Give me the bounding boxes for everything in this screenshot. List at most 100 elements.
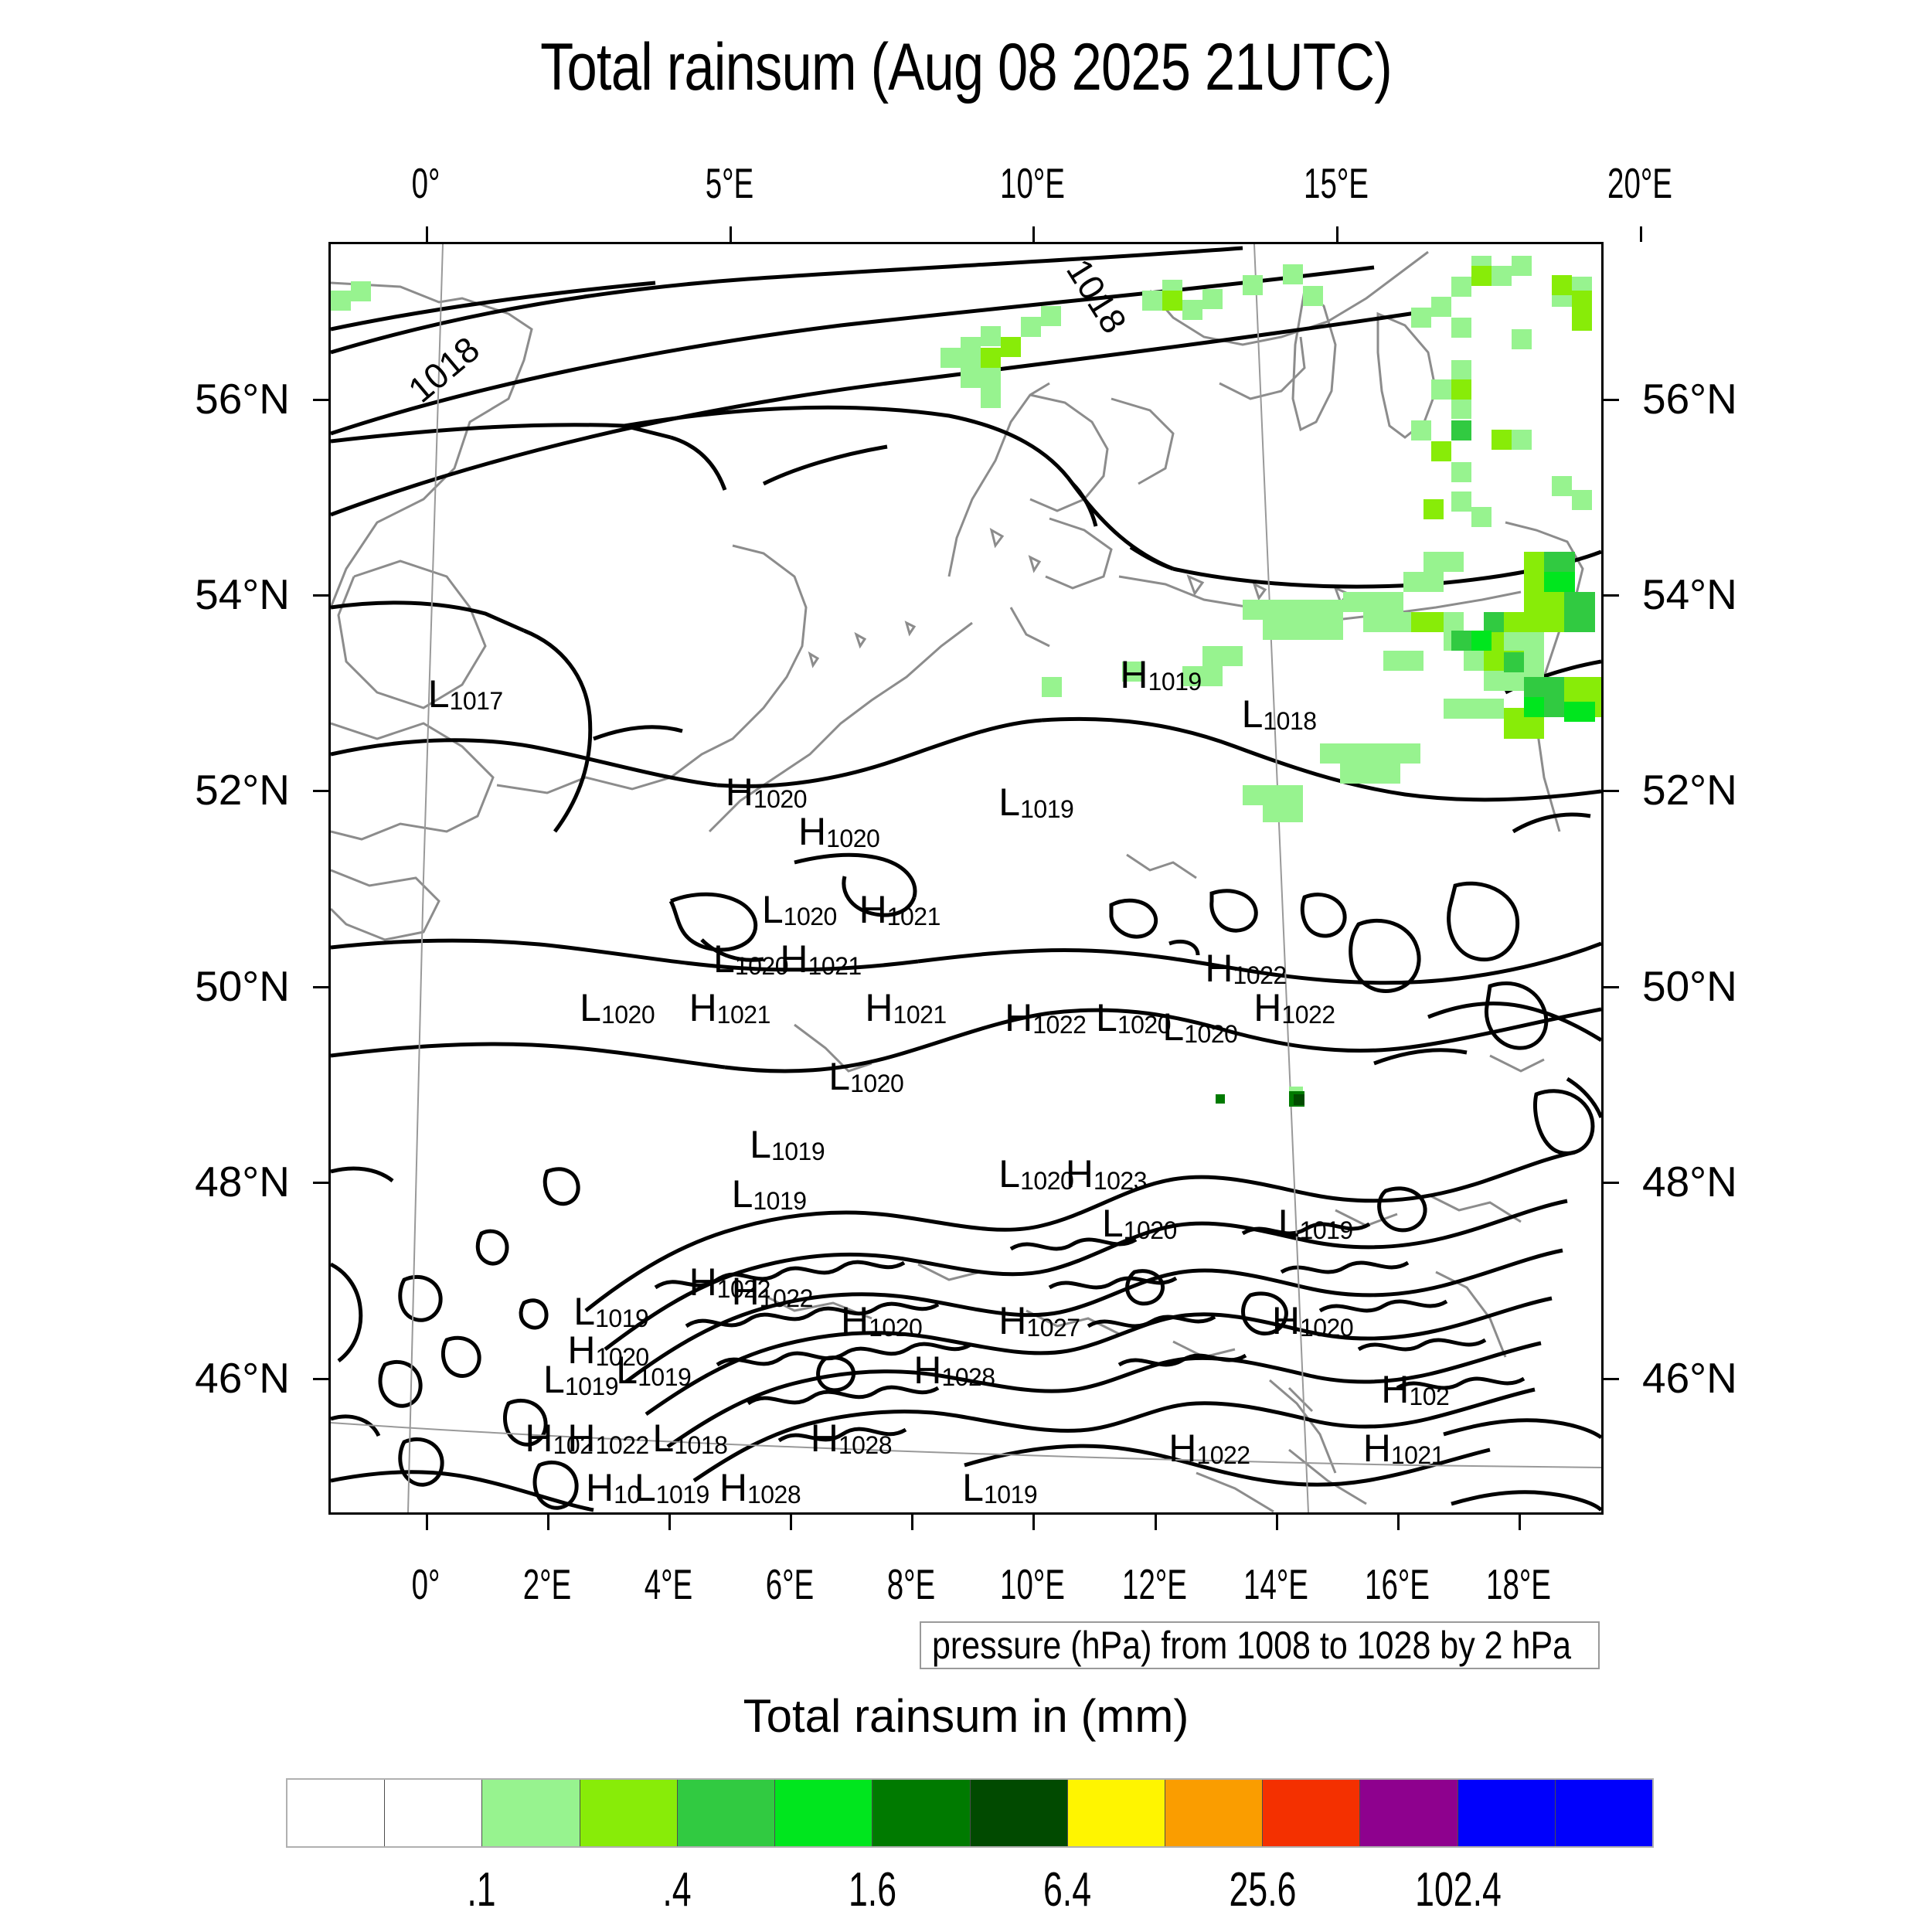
colorbar-segment[interactable] <box>1555 1780 1653 1846</box>
pressure-extremum-l: L1020 <box>1096 995 1172 1039</box>
pressure-extremum-l: L1020 <box>1162 1005 1238 1049</box>
pressure-extremum-l: L1019 <box>573 1289 649 1333</box>
colorbar-segment[interactable] <box>677 1780 776 1846</box>
pressure-extremum-h: H1027 <box>998 1299 1080 1343</box>
bottom-axis-label: 16°E <box>1364 1560 1430 1608</box>
left-tick <box>313 594 328 597</box>
colorbar-tick-label: 6.4 <box>1043 1863 1092 1917</box>
right-tick <box>1604 790 1619 793</box>
pressure-extremum-h: H1022 <box>567 1417 649 1461</box>
pressure-extremum-l: L1018 <box>1241 692 1318 736</box>
colorbar-segment[interactable] <box>775 1780 873 1846</box>
bottom-axis-label: 10°E <box>1000 1560 1066 1608</box>
top-tick <box>1032 226 1036 242</box>
pressure-extremum-h: H1020 <box>798 809 880 853</box>
pressure-extremum-h: H1020 <box>841 1299 923 1343</box>
bottom-tick <box>1519 1515 1521 1530</box>
pressure-extremum-l: L1020 <box>713 937 789 981</box>
map-plot-area[interactable]: 1018 1018 L1017 H1020 H1020 L1019 H1019 L1018… <box>328 242 1604 1515</box>
pressure-extremum-h: H1020 <box>1271 1299 1354 1343</box>
left-axis-label: 50°N <box>195 961 290 1010</box>
colorbar-tick-label: 102.4 <box>1415 1863 1502 1917</box>
pressure-extremum-h: H1021 <box>865 985 947 1029</box>
left-tick <box>313 1182 328 1185</box>
left-axis-label: 46°N <box>195 1353 290 1402</box>
colorbar-tick-label: 1.6 <box>848 1863 896 1917</box>
bottom-axis-label: 2°E <box>522 1560 572 1608</box>
pressure-extremum-h: H1019 <box>1120 653 1202 697</box>
right-axis-label: 52°N <box>1642 766 1737 815</box>
pressure-extremum-h: H10 <box>586 1465 641 1509</box>
pressure-extremum-h: H1022 <box>731 1270 814 1314</box>
pressure-extremum-h: H1022 <box>1253 985 1335 1029</box>
left-axis-label: 56°N <box>195 374 290 423</box>
graticule-layer <box>331 244 1601 1512</box>
coastlines-layer <box>331 250 1584 1512</box>
right-axis-label: 56°N <box>1642 374 1737 423</box>
right-axis-label: 54°N <box>1642 570 1737 619</box>
right-axis-label: 50°N <box>1642 961 1737 1010</box>
colorbar-segment[interactable] <box>1360 1780 1458 1846</box>
colorbar-segment[interactable] <box>287 1780 386 1846</box>
pressure-extremum-l: L1020 <box>1101 1201 1178 1245</box>
pressure-extremum-h: H1022 <box>1205 947 1287 991</box>
colorbar-wrapper[interactable] <box>286 1778 1654 1848</box>
pressure-extremum-h: H1021 <box>780 937 862 981</box>
right-tick <box>1604 594 1619 597</box>
right-tick <box>1604 398 1619 401</box>
top-axis-label: 5°E <box>705 159 753 207</box>
top-tick <box>1640 226 1643 242</box>
top-tick <box>425 226 428 242</box>
right-tick <box>1604 985 1619 988</box>
pressure-extremum-h: H102 <box>1381 1367 1450 1411</box>
colorbar-tick-label: .1 <box>467 1863 496 1917</box>
page-title: Total rainsum (Aug 08 2025 21UTC) <box>540 30 1393 104</box>
pressure-extremum-h: H1028 <box>913 1348 995 1392</box>
colorbar-tick-label: 25.6 <box>1229 1863 1297 1917</box>
right-tick <box>1604 1182 1619 1185</box>
bottom-axis-label: 4°E <box>644 1560 693 1608</box>
colorbar-segment[interactable] <box>385 1780 483 1846</box>
bottom-axis-label: 18°E <box>1486 1560 1551 1608</box>
colorbar-segment[interactable] <box>1165 1780 1264 1846</box>
pressure-extremum-l: L1019 <box>1277 1201 1354 1245</box>
left-axis-label: 54°N <box>195 570 290 619</box>
colorbar-segment[interactable] <box>1067 1780 1165 1846</box>
map-svg <box>331 244 1601 1512</box>
right-axis-label: 48°N <box>1642 1158 1737 1206</box>
colorbar-segment[interactable] <box>580 1780 678 1846</box>
pressure-extremum-l: L1020 <box>998 1152 1074 1196</box>
pressure-extremum-l: L1019 <box>634 1465 710 1509</box>
pressure-extremum-h: H1028 <box>719 1465 801 1509</box>
pressure-extremum-h: H1022 <box>689 1260 771 1304</box>
right-axis-label: 46°N <box>1642 1353 1737 1402</box>
colorbar-tick-label: .4 <box>662 1863 692 1917</box>
colorbar[interactable] <box>286 1778 1654 1848</box>
pressure-extremum-l: L1019 <box>731 1172 808 1216</box>
pressure-extremum-h: H1022 <box>1005 995 1087 1039</box>
pressure-extremum-l: L1019 <box>616 1348 692 1392</box>
bottom-tick <box>668 1515 671 1530</box>
isobar-contours-layer <box>331 246 1601 1512</box>
top-axis-label: 0° <box>411 159 440 207</box>
pressure-extremum-h: H1023 <box>1065 1152 1148 1196</box>
bottom-tick <box>911 1515 914 1530</box>
pressure-extremum-h: H102 <box>525 1417 594 1461</box>
colorbar-segment[interactable] <box>482 1780 580 1846</box>
bottom-tick <box>1396 1515 1400 1530</box>
colorbar-segment[interactable] <box>970 1780 1068 1846</box>
bottom-tick <box>425 1515 428 1530</box>
pressure-extremum-l: L1020 <box>828 1054 904 1098</box>
colorbar-segment[interactable] <box>872 1780 971 1846</box>
top-axis-label: 20°E <box>1607 159 1673 207</box>
colorbar-segment[interactable] <box>1263 1780 1361 1846</box>
top-tick <box>1336 226 1339 242</box>
pressure-extremum-h: H1020 <box>725 770 808 815</box>
pressure-legend-box: pressure (hPa) from 1008 to 1028 by 2 hP… <box>920 1621 1600 1669</box>
bottom-axis-label: 12°E <box>1121 1560 1187 1608</box>
rainfall-shading-layer <box>331 256 1601 1107</box>
bottom-tick <box>546 1515 549 1530</box>
colorbar-segment[interactable] <box>1458 1780 1556 1846</box>
top-tick <box>729 226 732 242</box>
colorbar-title: Total rainsum in (mm) <box>743 1690 1189 1742</box>
